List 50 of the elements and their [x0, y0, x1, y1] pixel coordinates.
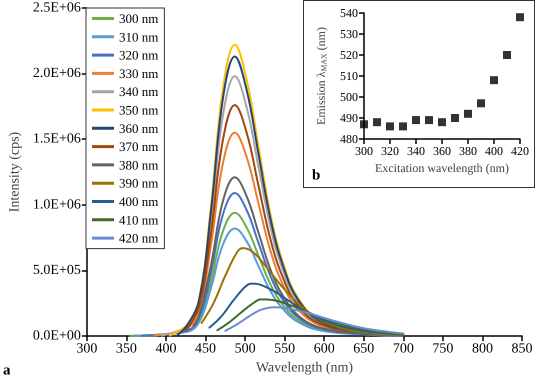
x-tick-label: 450	[195, 342, 216, 357]
legend-label: 400 nm	[119, 194, 158, 209]
y-tick-label: 530	[340, 27, 358, 41]
legend-label: 390 nm	[119, 176, 158, 191]
legend-label: 420 nm	[119, 230, 158, 246]
x-tick-label: 550	[274, 342, 296, 357]
x-tick-label: 350	[116, 342, 137, 357]
x-axis-title: Wavelength (nm)	[256, 360, 354, 376]
x-tick-label: 650	[353, 342, 374, 357]
legend-label: 410 nm	[119, 212, 158, 228]
y-axis-title: Intensity (cps)	[8, 131, 22, 212]
y-tick-label: 2.5E+06	[32, 0, 81, 16]
legend-label: 340 nm	[119, 84, 158, 100]
text: a	[3, 362, 11, 378]
y-tick-label: 510	[340, 69, 358, 83]
y-tick-label: 1.0E+06	[32, 197, 81, 212]
legend-label: 310 nm	[119, 29, 158, 44]
x-tick-label: 340	[407, 144, 425, 158]
x-tick-label: 800	[472, 342, 493, 357]
x-tick-label: 300	[355, 144, 373, 158]
annotation: b	[312, 168, 320, 184]
x-tick-label: 850	[512, 342, 532, 357]
x-tick-label: 380	[459, 144, 477, 158]
legend-label: 350 nm	[119, 102, 158, 118]
x-tick-label: 300	[76, 342, 98, 357]
y-tick-label: 500	[340, 90, 358, 104]
x-tick-label: 400	[155, 342, 176, 357]
y-tick-label: 480	[340, 132, 358, 146]
y-tick-label: 490	[340, 111, 358, 125]
legend-label: 380 nm	[119, 157, 158, 172]
legend-label: 370 nm	[119, 139, 158, 154]
y-tick-label: 2.0E+06	[32, 66, 81, 82]
legend-label: 320 nm	[119, 48, 158, 63]
x-tick-label: 400	[485, 144, 503, 158]
x-tick-label: 700	[392, 342, 414, 357]
x-tick-label: 420	[511, 144, 529, 158]
y-tick-label: 540	[340, 6, 358, 20]
y-tick-label: 1.5E+06	[32, 132, 81, 147]
x-tick-label: 360	[433, 144, 451, 158]
legend-label: 360 nm	[119, 120, 158, 136]
y-tick-label: 0.0E+00	[32, 328, 81, 344]
legend-label: 300 nm	[119, 11, 158, 26]
x-tick-label: 750	[432, 342, 454, 357]
x-tick-label: 600	[314, 342, 335, 357]
y-tick-label: 5.0E+05	[32, 262, 81, 278]
x-tick-label: 500	[234, 342, 256, 357]
x-axis-title: Excitation wavelength (nm)	[375, 160, 509, 175]
legend-label: 330 nm	[119, 66, 158, 81]
x-tick-label: 320	[381, 144, 399, 158]
y-tick-label: 520	[340, 48, 358, 62]
